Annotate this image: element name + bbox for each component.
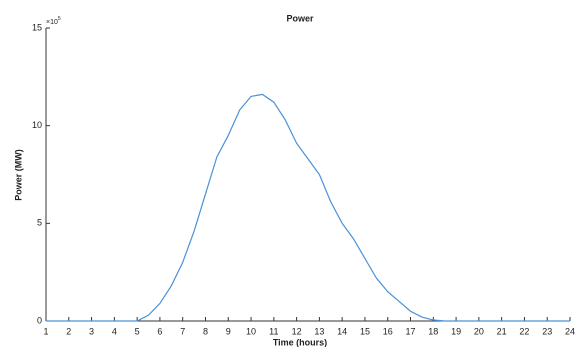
x-tick-label: 13 bbox=[314, 326, 324, 336]
x-tick-label: 18 bbox=[428, 326, 438, 336]
x-tick-label: 23 bbox=[542, 326, 552, 336]
y-axis-label: Power (MW) bbox=[13, 149, 23, 201]
x-tick-label: 9 bbox=[226, 326, 231, 336]
x-tick-label: 12 bbox=[292, 326, 302, 336]
y-tick-label: 10 bbox=[32, 120, 42, 130]
x-tick-label: 16 bbox=[383, 326, 393, 336]
x-tick-label: 20 bbox=[474, 326, 484, 336]
x-tick-label: 5 bbox=[135, 326, 140, 336]
x-tick-label: 8 bbox=[203, 326, 208, 336]
x-tick-label: 17 bbox=[406, 326, 416, 336]
y-tick-label: 15 bbox=[32, 22, 42, 32]
y-tick-label: 0 bbox=[37, 315, 42, 325]
chart-title: Power bbox=[286, 13, 314, 23]
exponent-base: ×10 bbox=[46, 19, 58, 26]
x-tick-label: 10 bbox=[246, 326, 256, 336]
x-tick-label: 15 bbox=[360, 326, 370, 336]
x-tick-label: 22 bbox=[519, 326, 529, 336]
line-series bbox=[46, 93, 570, 322]
x-tick-label: 24 bbox=[565, 326, 575, 336]
x-tick-label: 14 bbox=[337, 326, 347, 336]
x-tick-label: 11 bbox=[269, 326, 278, 336]
exponent-label: ×105 bbox=[46, 16, 61, 26]
x-tick-label: 3 bbox=[89, 326, 94, 336]
x-tick-label: 19 bbox=[451, 326, 461, 336]
x-tick-label: 2 bbox=[66, 326, 71, 336]
x-tick-label: 4 bbox=[112, 326, 117, 336]
x-tick-label: 21 bbox=[497, 326, 507, 336]
exponent-power: 5 bbox=[58, 16, 61, 22]
x-tick-label: 7 bbox=[180, 326, 185, 336]
x-axis-label: Time (hours) bbox=[273, 337, 327, 347]
y-tick-label: 5 bbox=[37, 218, 42, 228]
x-tick-label: 6 bbox=[157, 326, 162, 336]
x-tick-label: 1 bbox=[43, 326, 48, 336]
